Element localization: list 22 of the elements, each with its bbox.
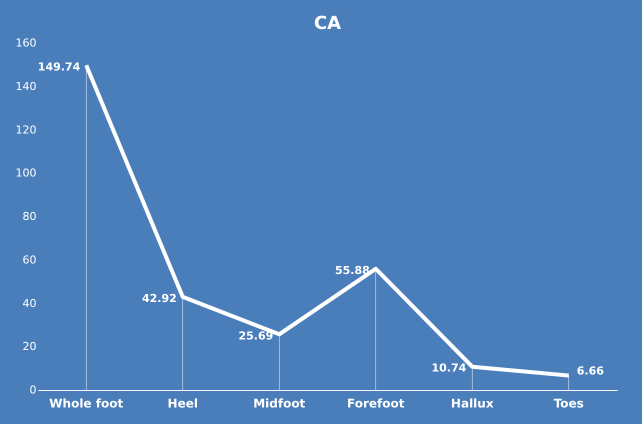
y-tick-label: 140 [16, 80, 36, 93]
data-label: 149.74 [38, 60, 81, 74]
chart-title: CA [314, 13, 342, 34]
data-label: 6.66 [576, 364, 604, 378]
x-tick-label: Toes [554, 396, 584, 410]
data-label: 25.69 [238, 329, 274, 342]
y-tick-label: 20 [22, 340, 36, 354]
y-tick-label: 100 [16, 166, 36, 180]
x-tick-label: Hallux [450, 396, 494, 410]
y-tick-label: 0 [30, 384, 36, 396]
y-tick-label: 160 [16, 36, 36, 50]
x-tick-label: Midfoot [253, 396, 306, 410]
x-tick-label: Whole foot [49, 396, 124, 410]
x-tick-label: Forefoot [347, 396, 405, 410]
y-tick-label: 60 [22, 253, 36, 266]
y-tick-label: 120 [16, 123, 36, 136]
data-label: 55.88 [334, 264, 370, 277]
data-label: 10.74 [431, 362, 467, 375]
x-tick-label: Heel [168, 396, 198, 410]
data-label: 42.92 [142, 292, 177, 305]
y-tick-label: 80 [22, 210, 36, 223]
y-tick-label: 40 [22, 296, 36, 310]
